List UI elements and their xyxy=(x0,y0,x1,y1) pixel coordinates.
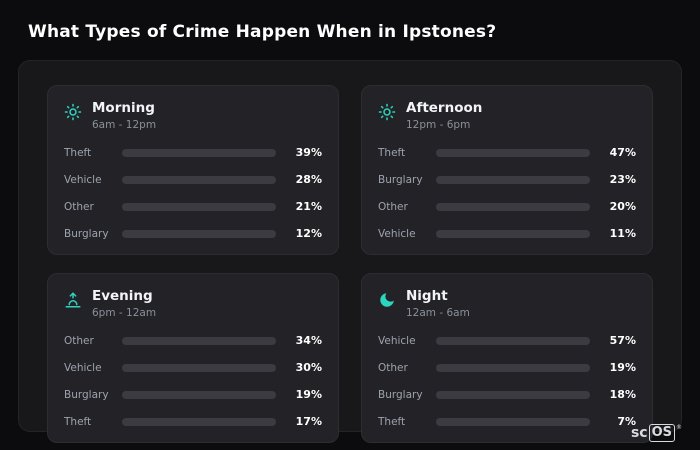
bar-label: Vehicle xyxy=(64,173,102,186)
bar-percent: 7% xyxy=(617,415,636,428)
bar-percent: 47% xyxy=(609,146,636,159)
bar-label: Other xyxy=(378,361,408,374)
bar-percent: 23% xyxy=(609,173,636,186)
bar-label: Vehicle xyxy=(378,334,416,347)
sun-icon xyxy=(64,103,82,121)
bar-percent: 30% xyxy=(295,361,322,374)
brand-prefix: sc xyxy=(630,425,648,441)
bar-label: Vehicle xyxy=(64,361,102,374)
bar-track xyxy=(122,363,276,372)
bar-percent: 19% xyxy=(609,361,636,374)
bar-track xyxy=(436,336,590,345)
card-header: Afternoon 12pm - 6pm xyxy=(378,100,636,131)
bar-percent: 11% xyxy=(609,227,636,240)
card-subtitle: 12pm - 6pm xyxy=(406,119,471,131)
bar-row: Vehicle 57% xyxy=(378,334,636,347)
card-subtitle: 6pm - 12am xyxy=(92,307,157,319)
card-subtitle: 6am - 12pm xyxy=(92,119,157,131)
card-header: Morning 6am - 12pm xyxy=(64,100,322,131)
card-subtitle: 12am - 6am xyxy=(406,307,470,319)
bar-track xyxy=(436,175,590,184)
bar-rows: Theft 47% Burglary 23% Other 20% Vehicle xyxy=(378,146,636,240)
page-title: What Types of Crime Happen When in Ipsto… xyxy=(28,22,497,42)
bar-track xyxy=(436,417,590,426)
bar-label: Burglary xyxy=(378,173,423,186)
bar-track xyxy=(436,229,590,238)
bar-track xyxy=(122,390,276,399)
bar-label: Burglary xyxy=(378,388,423,401)
bar-track xyxy=(122,148,276,157)
bar-label: Theft xyxy=(378,146,406,159)
brand-logo: sc OS ® xyxy=(631,424,682,442)
bar-label: Vehicle xyxy=(378,227,416,240)
bar-percent: 18% xyxy=(609,388,636,401)
bar-percent: 12% xyxy=(295,227,322,240)
bar-track xyxy=(436,363,590,372)
bar-percent: 17% xyxy=(295,415,322,428)
card-evening: Evening 6pm - 12am Other 34% Vehicle 30%… xyxy=(47,273,339,443)
bar-track xyxy=(436,148,590,157)
bar-label: Other xyxy=(378,200,408,213)
bar-rows: Theft 39% Vehicle 28% Other 21% Burglary xyxy=(64,146,322,240)
bar-label: Theft xyxy=(64,146,92,159)
bar-row: Theft 17% xyxy=(64,415,322,428)
card-afternoon: Afternoon 12pm - 6pm Theft 47% Burglary … xyxy=(361,85,653,255)
bar-row: Vehicle 30% xyxy=(64,361,322,374)
sunrise-icon xyxy=(64,291,82,309)
bar-row: Other 20% xyxy=(378,200,636,213)
bar-percent: 28% xyxy=(295,173,322,186)
bar-track xyxy=(122,336,276,345)
bar-row: Burglary 19% xyxy=(64,388,322,401)
bar-label: Burglary xyxy=(64,227,109,240)
crime-times-panel: Morning 6am - 12pm Theft 39% Vehicle 28%… xyxy=(18,60,682,443)
card-title: Night xyxy=(406,288,448,304)
cards-grid: Morning 6am - 12pm Theft 39% Vehicle 28%… xyxy=(47,85,653,443)
bar-track xyxy=(122,202,276,211)
moon-icon xyxy=(378,291,396,309)
card-title-block: Evening 6pm - 12am xyxy=(92,288,156,319)
bar-percent: 20% xyxy=(609,200,636,213)
bar-row: Burglary 18% xyxy=(378,388,636,401)
bar-percent: 39% xyxy=(295,146,322,159)
bar-percent: 21% xyxy=(295,200,322,213)
bar-row: Other 34% xyxy=(64,334,322,347)
bar-label: Other xyxy=(64,334,94,347)
bar-row: Theft 7% xyxy=(378,415,636,428)
sun-icon xyxy=(378,103,396,121)
card-title-block: Afternoon 12pm - 6pm xyxy=(406,100,482,131)
card-header: Evening 6pm - 12am xyxy=(64,288,322,319)
bar-rows: Other 34% Vehicle 30% Burglary 19% Theft xyxy=(64,334,322,428)
bar-track xyxy=(436,202,590,211)
bar-label: Other xyxy=(64,200,94,213)
bar-percent: 34% xyxy=(295,334,322,347)
card-title: Afternoon xyxy=(406,100,483,116)
brand-boxed: OS xyxy=(648,424,675,442)
bar-track xyxy=(122,229,276,238)
card-header: Night 12am - 6am xyxy=(378,288,636,319)
bar-row: Theft 47% xyxy=(378,146,636,159)
card-title: Evening xyxy=(92,288,153,304)
bar-track xyxy=(122,175,276,184)
bar-row: Vehicle 28% xyxy=(64,173,322,186)
bar-row: Burglary 23% xyxy=(378,173,636,186)
bar-track xyxy=(122,417,276,426)
bar-rows: Vehicle 57% Other 19% Burglary 18% Theft xyxy=(378,334,636,428)
bar-row: Vehicle 11% xyxy=(378,227,636,240)
bar-label: Theft xyxy=(378,415,406,428)
card-title-block: Morning 6am - 12pm xyxy=(92,100,156,131)
bar-row: Theft 39% xyxy=(64,146,322,159)
bar-row: Other 19% xyxy=(378,361,636,374)
registered-mark: ® xyxy=(676,424,682,431)
card-night: Night 12am - 6am Vehicle 57% Other 19% B… xyxy=(361,273,653,443)
card-morning: Morning 6am - 12pm Theft 39% Vehicle 28%… xyxy=(47,85,339,255)
bar-row: Other 21% xyxy=(64,200,322,213)
bar-label: Theft xyxy=(64,415,92,428)
card-title-block: Night 12am - 6am xyxy=(406,288,470,319)
bar-row: Burglary 12% xyxy=(64,227,322,240)
card-title: Morning xyxy=(92,100,155,116)
bar-label: Burglary xyxy=(64,388,109,401)
bar-percent: 57% xyxy=(609,334,636,347)
bar-percent: 19% xyxy=(295,388,322,401)
bar-track xyxy=(436,390,590,399)
